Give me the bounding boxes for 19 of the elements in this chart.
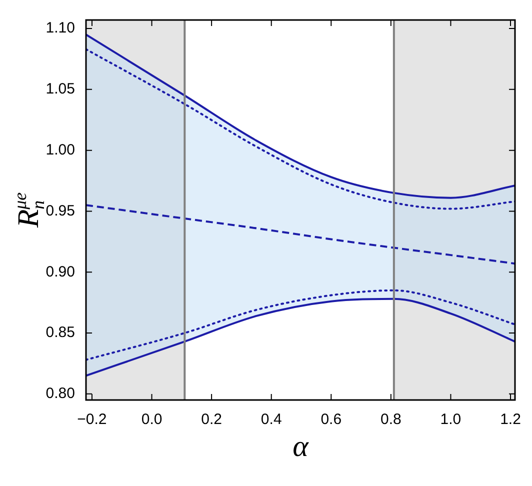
x-tick-label: 0.2 xyxy=(201,411,222,428)
x-tick-label: −0.2 xyxy=(77,411,107,428)
x-axis-title: α xyxy=(292,430,310,463)
x-tick-label: 0.0 xyxy=(141,411,162,428)
y-tick-label: 0.95 xyxy=(46,202,75,220)
line-series xyxy=(86,289,515,361)
y-tick-label: 0.90 xyxy=(46,263,75,280)
y-tick-label: 0.85 xyxy=(46,324,75,342)
line-series xyxy=(86,204,515,265)
y-tick-label: 0.80 xyxy=(46,385,75,402)
y-tick-label: 1.00 xyxy=(46,141,75,158)
y-tick-label: 1.05 xyxy=(46,80,75,98)
line-series xyxy=(86,298,515,377)
x-tick-label: 0.4 xyxy=(260,411,282,428)
x-tick-label: 0.8 xyxy=(380,411,402,428)
x-tick-label: 1.2 xyxy=(500,411,521,428)
y-tick-label: 1.10 xyxy=(46,20,75,37)
x-tick-label: 0.6 xyxy=(320,411,342,428)
x-tick-label: 1.0 xyxy=(440,411,462,428)
